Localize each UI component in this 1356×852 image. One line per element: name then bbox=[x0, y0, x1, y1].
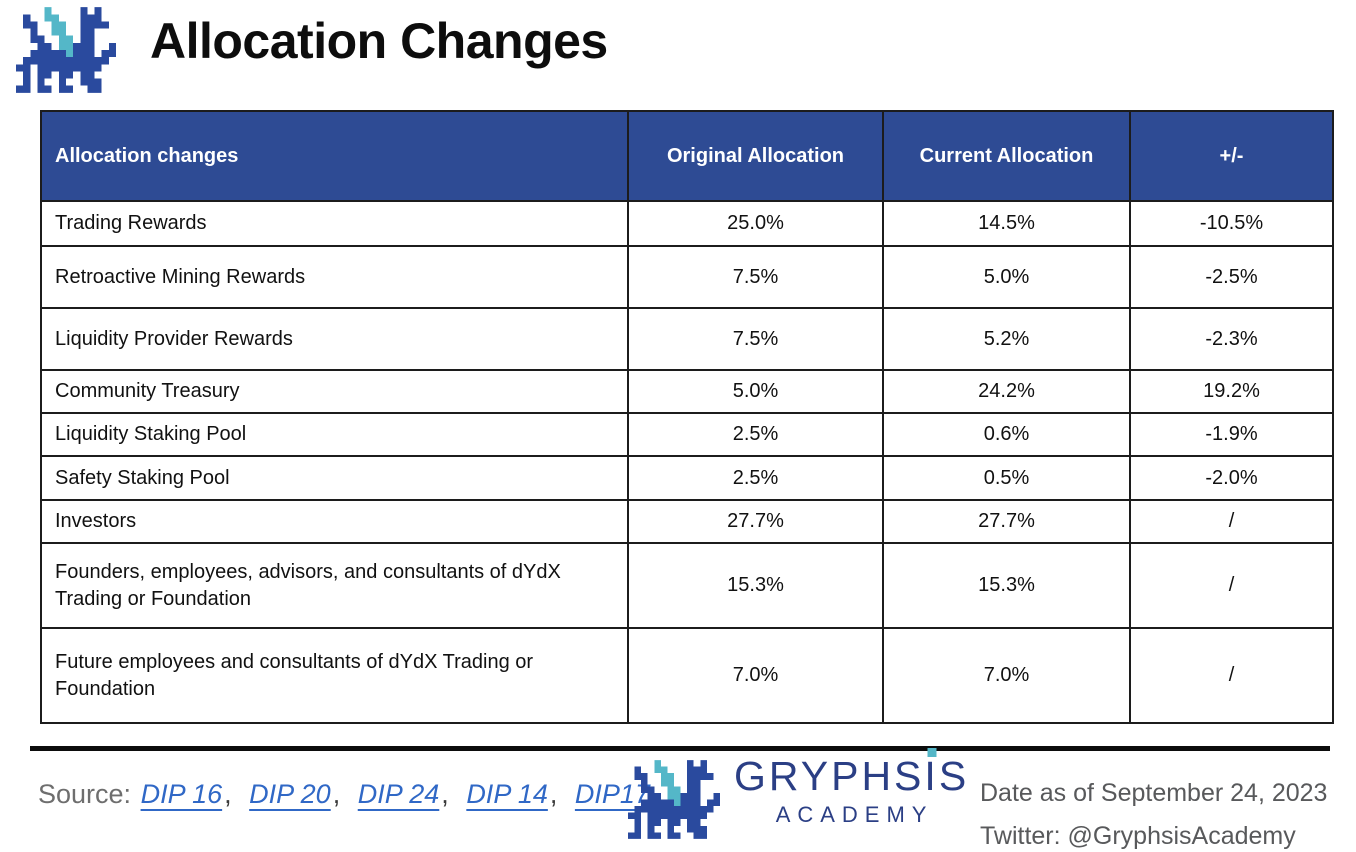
gryphsis-academy-logo: GRYPHS IS ACADEMY bbox=[628, 748, 970, 844]
twitter-text: Twitter: @GryphsisAcademy bbox=[980, 822, 1296, 850]
cell-original: 7.5% bbox=[627, 245, 884, 309]
table-row: Future employees and consultants of dYdX… bbox=[40, 627, 1334, 724]
link-dip-17[interactable]: DIP17 bbox=[574, 779, 650, 809]
link-dip-24[interactable]: DIP 24 bbox=[357, 779, 440, 809]
table-row: Founders, employees, advisors, and consu… bbox=[40, 542, 1334, 629]
link-dip-16[interactable]: DIP 16 bbox=[140, 779, 223, 809]
brand-name-i-glyph: I bbox=[924, 753, 939, 799]
cell-original: 25.0% bbox=[627, 200, 884, 247]
cell-original: 2.5% bbox=[627, 455, 884, 501]
cell-current: 15.3% bbox=[882, 542, 1131, 629]
cell-change: / bbox=[1129, 499, 1334, 544]
table-row: Investors 27.7% 27.7% / bbox=[40, 499, 1334, 544]
cell-original: 2.5% bbox=[627, 412, 884, 457]
table-row: Liquidity Staking Pool 2.5% 0.6% -1.9% bbox=[40, 412, 1334, 457]
table-row: Safety Staking Pool 2.5% 0.5% -2.0% bbox=[40, 455, 1334, 501]
cell-current: 5.0% bbox=[882, 245, 1131, 309]
cell-current: 27.7% bbox=[882, 499, 1131, 544]
col-header-current-allocation: Current Allocation bbox=[882, 110, 1131, 202]
gryphsis-dragon-icon bbox=[628, 760, 720, 844]
date-text: Date as of September 24, 2023 bbox=[980, 779, 1328, 807]
col-header-allocation-changes: Allocation changes bbox=[40, 110, 629, 202]
teal-dot-icon bbox=[927, 748, 937, 757]
brand-wordmark: GRYPHS IS ACADEMY bbox=[734, 748, 970, 828]
cell-current: 5.2% bbox=[882, 307, 1131, 371]
separator: , bbox=[549, 779, 558, 809]
cell-name: Retroactive Mining Rewards bbox=[40, 245, 629, 309]
cell-change: / bbox=[1129, 542, 1334, 629]
cell-current: 0.6% bbox=[882, 412, 1131, 457]
cell-name: Trading Rewards bbox=[40, 200, 629, 247]
separator: , bbox=[441, 779, 449, 809]
source-label: Source: bbox=[38, 779, 132, 809]
cell-name: Community Treasury bbox=[40, 369, 629, 414]
cell-original: 27.7% bbox=[627, 499, 884, 544]
cell-current: 24.2% bbox=[882, 369, 1131, 414]
cell-current: 14.5% bbox=[882, 200, 1131, 247]
cell-original: 5.0% bbox=[627, 369, 884, 414]
cell-change: -10.5% bbox=[1129, 200, 1334, 247]
table-row: Trading Rewards 25.0% 14.5% -10.5% bbox=[40, 200, 1334, 247]
col-header-original-allocation: Original Allocation bbox=[627, 110, 884, 202]
table-row: Liquidity Provider Rewards 7.5% 5.2% -2.… bbox=[40, 307, 1334, 371]
cell-name: Founders, employees, advisors, and consu… bbox=[40, 542, 629, 629]
cell-change: -2.3% bbox=[1129, 307, 1334, 371]
table-row: Community Treasury 5.0% 24.2% 19.2% bbox=[40, 369, 1334, 414]
cell-original: 15.3% bbox=[627, 542, 884, 629]
cell-name: Future employees and consultants of dYdX… bbox=[40, 627, 629, 724]
brand-name-prefix: GRYPHS bbox=[734, 753, 925, 799]
cell-change: -2.5% bbox=[1129, 245, 1334, 309]
table-row: Retroactive Mining Rewards 7.5% 5.0% -2.… bbox=[40, 245, 1334, 309]
cell-change: 19.2% bbox=[1129, 369, 1334, 414]
cell-current: 0.5% bbox=[882, 455, 1131, 501]
cell-name: Liquidity Provider Rewards bbox=[40, 307, 629, 371]
link-dip-20[interactable]: DIP 20 bbox=[249, 779, 331, 809]
cell-original: 7.5% bbox=[627, 307, 884, 371]
col-header-change: +/- bbox=[1129, 110, 1334, 202]
link-dip-14[interactable]: DIP 14 bbox=[466, 779, 548, 809]
divider-rule bbox=[30, 746, 1330, 751]
brand-subtitle: ACADEMY bbox=[775, 802, 934, 827]
cell-change: / bbox=[1129, 627, 1334, 724]
cell-name: Safety Staking Pool bbox=[40, 455, 629, 501]
brand-name-suffix: S bbox=[938, 753, 970, 799]
separator: , bbox=[332, 779, 341, 809]
source-line: Source: DIP 16, DIP 20, DIP 24, DIP 14, … bbox=[38, 779, 652, 810]
cell-change: -1.9% bbox=[1129, 412, 1334, 457]
cell-current: 7.0% bbox=[882, 627, 1131, 724]
table-header-row: Allocation changes Original Allocation C… bbox=[40, 110, 1334, 202]
page-title: Allocation Changes bbox=[150, 13, 608, 69]
cell-name: Liquidity Staking Pool bbox=[40, 412, 629, 457]
brand-name-i: I bbox=[924, 748, 939, 799]
footer-meta: Date as of September 24, 2023 Twitter: @… bbox=[980, 772, 1327, 852]
gryphsis-dragon-icon bbox=[16, 7, 116, 98]
allocation-table: Allocation changes Original Allocation C… bbox=[40, 110, 1334, 724]
separator: , bbox=[224, 779, 232, 809]
cell-change: -2.0% bbox=[1129, 455, 1334, 501]
brand-name: GRYPHS IS bbox=[734, 748, 970, 799]
cell-name: Investors bbox=[40, 499, 629, 544]
cell-original: 7.0% bbox=[627, 627, 884, 724]
